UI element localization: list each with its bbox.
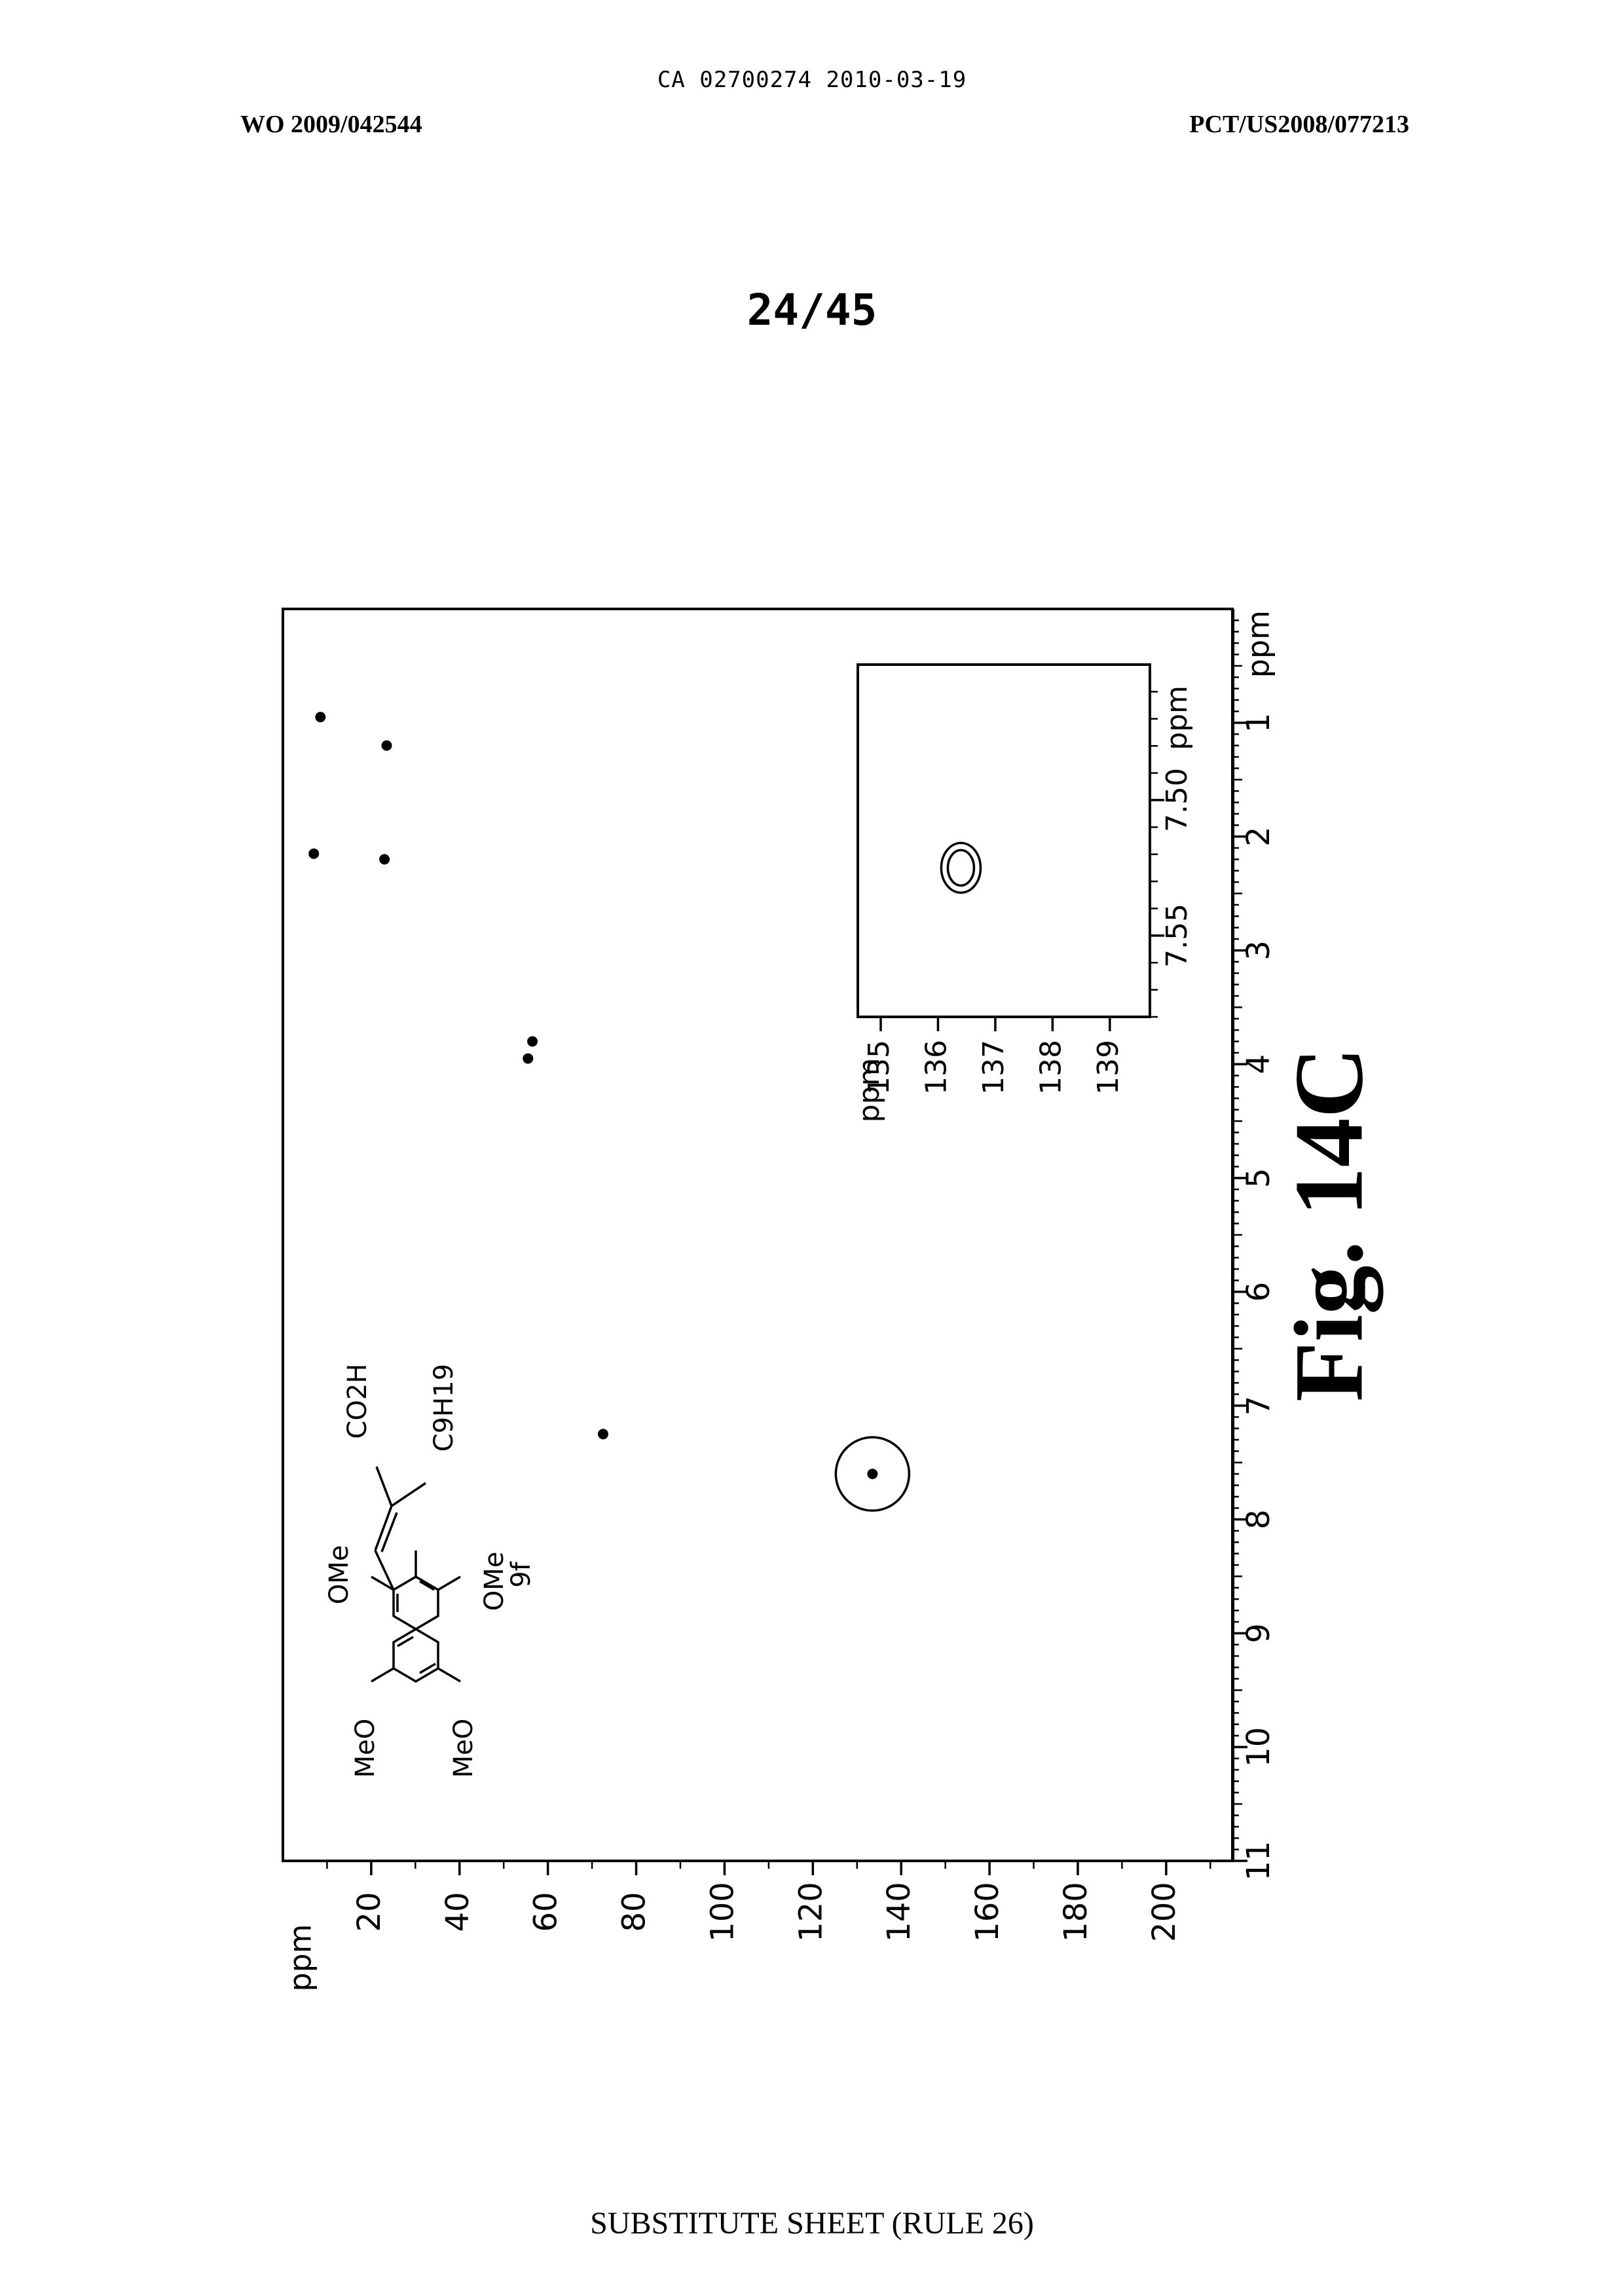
y-tick-label: 100 <box>704 1882 741 1942</box>
x-tick-label: 1 <box>1240 713 1277 733</box>
x-tick-label: 2 <box>1240 826 1277 847</box>
x-axis-ticks: 1 2 3 4 5 6 7 8 9 10 11 <box>1233 620 1277 1881</box>
x-tick-label: 10 <box>1240 1727 1277 1767</box>
x-tick-label: 5 <box>1240 1168 1277 1188</box>
footer-note: SUBSTITUTE SHEET (RULE 26) <box>0 2205 1624 2241</box>
inset-y-tick-label: 136 <box>919 1040 953 1095</box>
inset-y-tick-label: 138 <box>1034 1040 1067 1095</box>
inset-y-tick-label: 137 <box>977 1040 1010 1095</box>
y-tick-label: 180 <box>1058 1882 1094 1942</box>
y-axis-ticks: 20 40 60 80 100 120 140 160 180 200 <box>327 1861 1210 1942</box>
inset-y-unit: ppm <box>853 1058 886 1123</box>
cross-peak <box>315 712 325 722</box>
figure-label: Fig. 14C <box>1274 1047 1383 1402</box>
cross-peak <box>523 1054 533 1064</box>
x-tick-label: 8 <box>1240 1509 1277 1530</box>
cross-peak <box>379 854 390 864</box>
y-tick-label: 20 <box>351 1892 388 1932</box>
co2h-label: CO2H <box>342 1364 373 1439</box>
y-tick-label: 60 <box>528 1892 564 1932</box>
cross-peak <box>381 741 392 751</box>
meo-top-label: MeO <box>350 1719 380 1778</box>
y-axis-unit: ppm <box>283 1924 318 1991</box>
y-tick-label: 80 <box>616 1892 653 1932</box>
inset-frame <box>858 665 1150 1017</box>
inset-x-tick-label: 7.55 <box>1160 904 1194 968</box>
cross-peak <box>867 1469 877 1479</box>
meo-bottom-label: MeO <box>449 1719 479 1778</box>
chemical-structure: OMe OMe MeO MeO CO2H C9H19 9f <box>324 1364 536 1778</box>
benzene-ring-left <box>394 1629 438 1681</box>
x-tick-label: 7 <box>1240 1395 1277 1416</box>
cross-peak <box>308 849 319 859</box>
y-tick-label: 40 <box>439 1892 476 1932</box>
x-tick-label: 9 <box>1240 1623 1277 1643</box>
inset-x-tick-label: 7.50 <box>1160 768 1194 832</box>
cross-peak <box>598 1429 608 1439</box>
plot-frame <box>283 609 1232 1861</box>
y-tick-label: 140 <box>881 1882 917 1942</box>
x-tick-label: 3 <box>1240 940 1277 961</box>
inset-contour <box>941 843 980 892</box>
compound-label: 9f <box>506 1561 536 1587</box>
inset-y-tick-label: 139 <box>1092 1040 1125 1095</box>
inset-y-ticks: 135136137138139 <box>862 1017 1125 1095</box>
ome-bottom-label: OMe <box>479 1552 509 1611</box>
x-tick-label: 4 <box>1240 1054 1277 1074</box>
c9h19-label: C9H19 <box>429 1364 459 1452</box>
y-tick-label: 200 <box>1146 1882 1183 1942</box>
benzene-ring-right <box>394 1577 438 1629</box>
cross-peaks <box>308 712 909 1511</box>
x-tick-label: 6 <box>1240 1282 1277 1302</box>
y-tick-label: 160 <box>969 1882 1006 1942</box>
cross-peak <box>527 1037 538 1047</box>
y-tick-label: 120 <box>792 1882 829 1942</box>
x-tick-label: 11 <box>1240 1841 1277 1881</box>
inset-contour-inner <box>948 850 974 885</box>
x-axis-unit: ppm <box>1241 610 1276 678</box>
inset-x-unit: ppm <box>1160 686 1194 750</box>
ome-top-label: OMe <box>324 1545 354 1605</box>
